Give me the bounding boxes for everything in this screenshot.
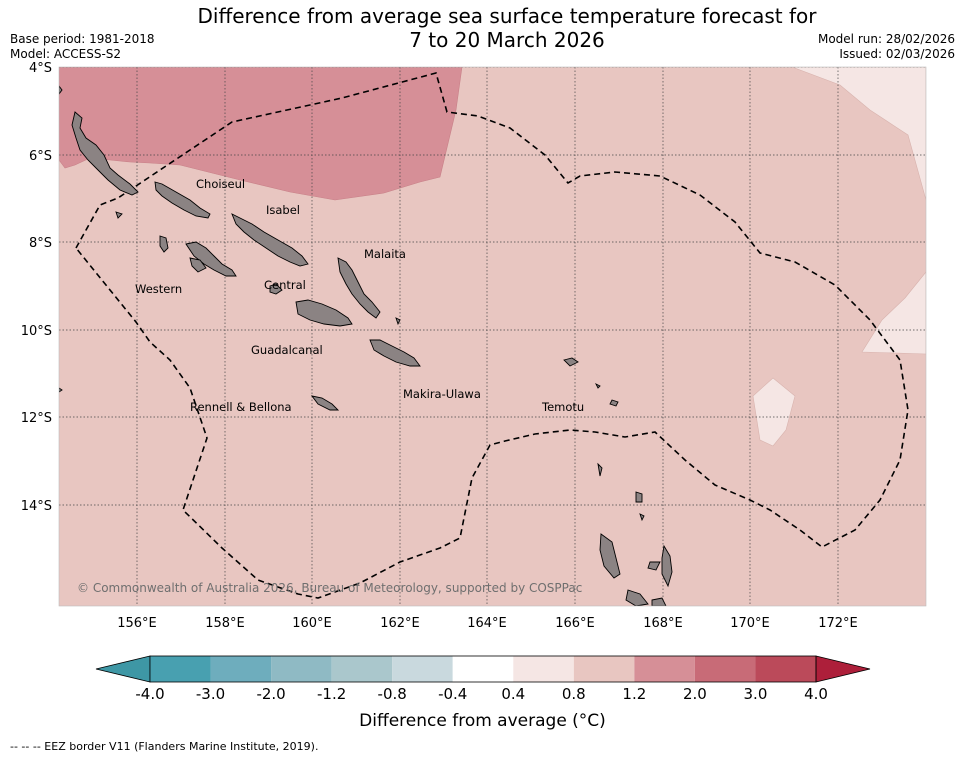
map-title: Difference from average sea surface temp… bbox=[0, 4, 965, 52]
colorbar-tick-label: -0.4 bbox=[438, 685, 467, 703]
lon-label-158e: 158°E bbox=[205, 616, 245, 631]
colorbar-frame bbox=[149, 655, 817, 683]
colorbar-extend-high bbox=[815, 655, 871, 683]
shortland-islands bbox=[115, 211, 123, 219]
sst-map-area: © Commonwealth of Australia 2026, Bureau… bbox=[59, 67, 926, 606]
colorbar-tick-label: 3.0 bbox=[744, 685, 768, 703]
lon-label-162e: 162°E bbox=[380, 616, 420, 631]
banks-islet bbox=[597, 462, 603, 477]
lon-label-166e: 166°E bbox=[555, 616, 595, 631]
colorbar-segment bbox=[210, 656, 272, 682]
colorbar-segment bbox=[634, 656, 695, 682]
malaita-island bbox=[337, 257, 381, 319]
colorbar-segment bbox=[755, 656, 816, 682]
label-guadalcanal: Guadalcanal bbox=[251, 343, 323, 357]
anomaly-zone-0.4-0.8-ne bbox=[791, 67, 926, 201]
copyright-text: © Commonwealth of Australia 2026, Bureau… bbox=[77, 581, 582, 595]
vanuatu-islet bbox=[639, 513, 645, 522]
eez-footnote: -- -- -- EEZ border V11 (Flanders Marine… bbox=[10, 740, 319, 753]
label-western: Western bbox=[135, 282, 182, 296]
colorbar-label: Difference from average (°C) bbox=[359, 711, 606, 731]
colorbar-segment bbox=[271, 656, 332, 682]
bougainville-island bbox=[71, 111, 139, 196]
eez-border bbox=[75, 72, 909, 599]
label-central: Central bbox=[264, 278, 306, 292]
rennell-island bbox=[310, 395, 340, 411]
issued-date: Issued: 02/03/2026 bbox=[839, 47, 955, 61]
lon-label-170e: 170°E bbox=[730, 616, 770, 631]
isabel-island bbox=[231, 213, 309, 267]
colorbar-segment bbox=[392, 656, 453, 682]
reef-islands bbox=[594, 382, 601, 389]
label-malaita: Malaita bbox=[364, 247, 406, 261]
nissan-island bbox=[59, 85, 63, 95]
torres-islands bbox=[635, 491, 643, 503]
colorbar-tick-label: 0.8 bbox=[562, 685, 586, 703]
colorbar-tick-label: 2.0 bbox=[683, 685, 707, 703]
choiseul-island bbox=[154, 181, 211, 219]
colorbar-segment bbox=[150, 656, 211, 682]
colorbar-tick-label: 1.2 bbox=[622, 685, 646, 703]
lat-label-8s: 8°S bbox=[29, 236, 52, 251]
label-rennell-bellona: Rennell & Bellona bbox=[190, 400, 292, 414]
makira-island bbox=[369, 339, 421, 367]
lon-label-160e: 160°E bbox=[292, 616, 332, 631]
duff-islands bbox=[609, 399, 619, 407]
base-period: Base period: 1981-2018 bbox=[10, 32, 155, 46]
colorbar-tick-label: -4.0 bbox=[135, 685, 164, 703]
graticule bbox=[59, 67, 926, 606]
colorbar-tick-label: -3.0 bbox=[196, 685, 225, 703]
colorbar-segment bbox=[452, 656, 514, 682]
lon-label-164e: 164°E bbox=[467, 616, 507, 631]
colorbar bbox=[95, 655, 871, 683]
vella-lavella-island bbox=[159, 235, 169, 253]
label-isabel: Isabel bbox=[266, 203, 300, 217]
label-makira-ulawa: Makira-Ulawa bbox=[403, 387, 481, 401]
anomaly-zone-0.4-0.8-pocket bbox=[752, 377, 796, 447]
meta-right: Model run: 28/02/2026 Issued: 02/03/2026 bbox=[818, 32, 955, 62]
model-name: Model: ACCESS-S2 bbox=[10, 47, 122, 61]
lon-label-172e: 172°E bbox=[818, 616, 858, 631]
central-islands bbox=[269, 283, 283, 295]
colorbar-segment bbox=[331, 656, 393, 682]
colorbar-tick-label: -1.2 bbox=[317, 685, 346, 703]
lat-label-6s: 6°S bbox=[29, 149, 52, 164]
rendova-island bbox=[189, 257, 207, 273]
espiritu-santo-island bbox=[599, 533, 621, 579]
islet-ulawa bbox=[395, 317, 401, 326]
label-choiseul: Choiseul bbox=[196, 177, 245, 191]
colorbar-extend-low bbox=[95, 655, 151, 683]
guadalcanal-island bbox=[295, 299, 353, 327]
title-line-1: Difference from average sea surface temp… bbox=[197, 4, 817, 28]
lat-label-12s: 12°S bbox=[21, 411, 52, 426]
lat-label-14s: 14°S bbox=[21, 499, 52, 514]
islands bbox=[59, 85, 673, 606]
pentecost-island bbox=[651, 597, 667, 606]
islet-west bbox=[59, 387, 63, 393]
colorbar-tick-label: -2.0 bbox=[256, 685, 285, 703]
maewo-island bbox=[661, 544, 673, 588]
lon-label-156e: 156°E bbox=[117, 616, 157, 631]
colorbar-segment bbox=[573, 656, 635, 682]
anomaly-zone-1.2-2.0 bbox=[59, 67, 463, 201]
title-line-2: 7 to 20 March 2026 bbox=[409, 28, 605, 52]
lat-label-10s: 10°S bbox=[21, 324, 52, 339]
lat-label-4s: 4°S bbox=[29, 61, 52, 76]
model-run: Model run: 28/02/2026 bbox=[817, 32, 955, 46]
lon-label-168e: 168°E bbox=[643, 616, 683, 631]
anomaly-zone-0.4-0.8-e bbox=[861, 271, 926, 355]
label-temotu: Temotu bbox=[541, 400, 584, 414]
ambae-island bbox=[647, 561, 661, 571]
colorbar-ticks: -4.0 -3.0 -2.0 -1.2 -0.8 -0.4 0.4 0.8 1.2 2.0 3.0 4… bbox=[135, 685, 828, 703]
colorbar-tick-label: -0.8 bbox=[378, 685, 407, 703]
map-frame bbox=[58, 66, 927, 607]
colorbar-tick-label: 0.4 bbox=[501, 685, 525, 703]
colorbar-segment bbox=[513, 656, 574, 682]
santa-cruz-island bbox=[563, 357, 579, 367]
malekula-island bbox=[625, 589, 649, 606]
meta-left: Base period: 1981-2018 Model: ACCESS-S2 bbox=[10, 32, 155, 62]
colorbar-segment bbox=[694, 656, 756, 682]
colorbar-tick-label: 4.0 bbox=[804, 685, 828, 703]
